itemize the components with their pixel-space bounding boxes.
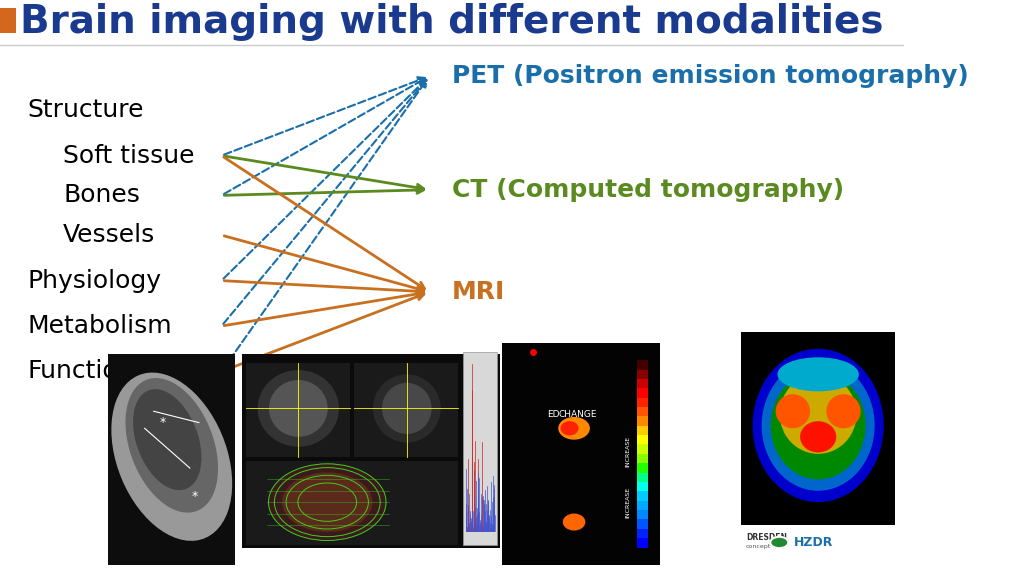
Ellipse shape	[382, 383, 432, 434]
FancyBboxPatch shape	[109, 354, 236, 564]
FancyBboxPatch shape	[637, 407, 648, 416]
Text: CHANGE: CHANGE	[559, 410, 597, 419]
Text: INCREASE: INCREASE	[626, 487, 631, 518]
Ellipse shape	[112, 373, 232, 541]
FancyBboxPatch shape	[637, 445, 648, 454]
FancyBboxPatch shape	[246, 363, 350, 457]
Text: DRESDEN: DRESDEN	[745, 533, 786, 543]
FancyBboxPatch shape	[637, 482, 648, 491]
Text: *: *	[191, 490, 198, 503]
FancyBboxPatch shape	[637, 416, 648, 426]
Text: Physiology: Physiology	[27, 268, 161, 293]
Text: concept: concept	[745, 544, 771, 549]
Ellipse shape	[126, 378, 218, 513]
FancyBboxPatch shape	[637, 397, 648, 407]
Text: Structure: Structure	[27, 98, 143, 122]
Text: MRI: MRI	[452, 280, 505, 304]
Ellipse shape	[282, 472, 373, 532]
Ellipse shape	[269, 380, 328, 437]
Text: Vessels: Vessels	[63, 223, 156, 247]
Ellipse shape	[762, 360, 874, 491]
Text: Brain imaging with different modalities: Brain imaging with different modalities	[19, 3, 884, 41]
FancyBboxPatch shape	[637, 510, 648, 520]
FancyBboxPatch shape	[637, 379, 648, 388]
Ellipse shape	[800, 421, 837, 452]
FancyBboxPatch shape	[637, 369, 648, 379]
Ellipse shape	[558, 417, 590, 439]
Circle shape	[770, 537, 788, 548]
FancyBboxPatch shape	[463, 351, 498, 545]
FancyBboxPatch shape	[637, 538, 648, 548]
Ellipse shape	[133, 389, 202, 490]
Text: Bones: Bones	[63, 183, 140, 207]
FancyBboxPatch shape	[637, 360, 648, 369]
Text: Function: Function	[27, 359, 133, 384]
FancyBboxPatch shape	[637, 529, 648, 538]
FancyBboxPatch shape	[637, 463, 648, 472]
Ellipse shape	[258, 370, 339, 447]
FancyBboxPatch shape	[246, 461, 459, 545]
Ellipse shape	[560, 421, 579, 435]
FancyBboxPatch shape	[637, 491, 648, 501]
Text: HZDR: HZDR	[794, 536, 834, 549]
FancyBboxPatch shape	[637, 520, 648, 529]
FancyBboxPatch shape	[637, 426, 648, 435]
FancyBboxPatch shape	[741, 332, 895, 525]
FancyBboxPatch shape	[637, 435, 648, 445]
FancyBboxPatch shape	[354, 363, 459, 457]
Text: *: *	[160, 416, 166, 429]
FancyBboxPatch shape	[637, 388, 648, 397]
Text: INCREASE: INCREASE	[626, 435, 631, 467]
Ellipse shape	[373, 374, 440, 442]
Text: Soft tissue: Soft tissue	[63, 143, 195, 168]
FancyBboxPatch shape	[243, 354, 500, 548]
Text: ED: ED	[547, 410, 559, 419]
Ellipse shape	[826, 394, 860, 429]
Ellipse shape	[777, 357, 859, 391]
Text: CT (Computed tomography): CT (Computed tomography)	[452, 178, 844, 202]
FancyBboxPatch shape	[502, 343, 659, 564]
Ellipse shape	[775, 394, 810, 429]
FancyBboxPatch shape	[637, 472, 648, 482]
Text: PET (Positron emission tomography): PET (Positron emission tomography)	[452, 64, 969, 88]
Ellipse shape	[771, 372, 865, 479]
FancyBboxPatch shape	[0, 8, 16, 33]
FancyBboxPatch shape	[637, 454, 648, 463]
Ellipse shape	[753, 348, 884, 502]
FancyBboxPatch shape	[637, 501, 648, 510]
Ellipse shape	[563, 514, 586, 530]
Text: Metabolism: Metabolism	[27, 314, 172, 338]
Ellipse shape	[779, 374, 857, 454]
Ellipse shape	[268, 464, 386, 540]
